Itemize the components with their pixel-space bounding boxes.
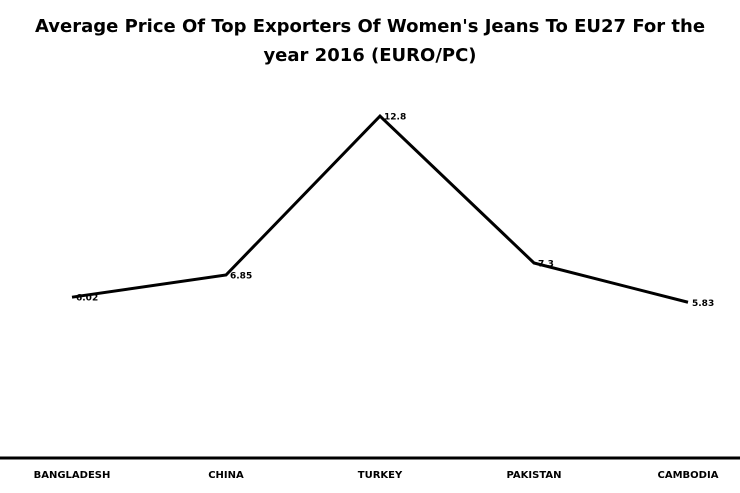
- line: [71, 113, 689, 304]
- x-tick-label: CHINA: [208, 470, 244, 481]
- data-label: 12.8: [384, 113, 406, 123]
- data-label: 6.85: [230, 272, 252, 282]
- data-label: 6.02: [76, 294, 98, 304]
- x-tick-label: TURKEY: [358, 470, 403, 481]
- x-tick-label: BANGLADESH: [34, 470, 111, 481]
- data-label: 5.83: [692, 299, 714, 309]
- x-tick-label: PAKISTAN: [507, 470, 562, 481]
- data-label: 7.3: [538, 259, 554, 269]
- x-tick-label: CAMBODIA: [658, 470, 719, 481]
- chart-title: Average Price Of Top Exporters Of Women'…: [34, 16, 706, 66]
